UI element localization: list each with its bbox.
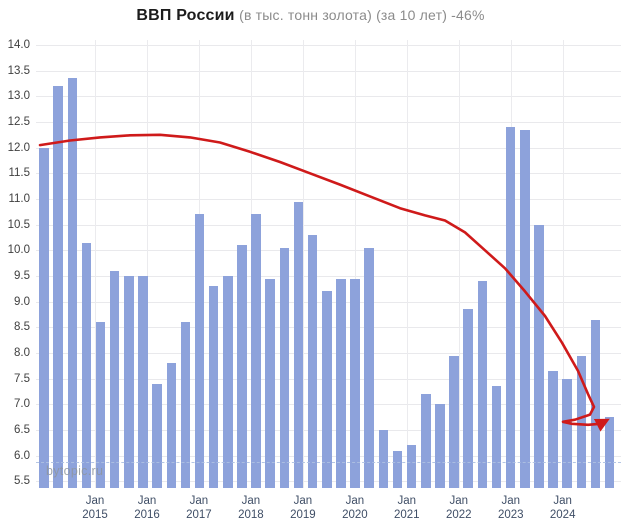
x-axis-tick-label: Jan 2015: [82, 495, 108, 521]
bar: [435, 404, 445, 488]
bar: [67, 78, 78, 488]
bar: [378, 430, 389, 488]
plot-area: bytopic.ru: [36, 40, 621, 488]
bar: [180, 322, 191, 488]
bar: [208, 286, 219, 488]
bar: [251, 214, 261, 488]
y-axis-tick-label: 11.5: [8, 167, 30, 180]
bar: [265, 278, 275, 488]
y-axis-tick-label: 11.0: [8, 193, 30, 205]
v-gridline: [562, 40, 564, 488]
x-axis-tick-label: Jan 2020: [342, 495, 368, 521]
bar: [520, 129, 530, 488]
bar: [81, 242, 92, 488]
chart-title: ВВП России (в тыс. тонн золота) (за 10 л…: [0, 7, 621, 25]
bar: [463, 309, 473, 488]
bar: [505, 127, 516, 488]
bar: [166, 363, 176, 488]
y-axis-tick-label: 12.0: [7, 141, 30, 154]
chart-title-subtitle: (в тыс. тонн золота) (за 10 лет) -46%: [239, 7, 485, 23]
y-axis-tick-label: 8.0: [14, 347, 30, 359]
bar: [576, 355, 587, 488]
h-gridline: [36, 147, 621, 149]
v-gridline: [458, 40, 460, 488]
bar: [95, 322, 106, 488]
watermark: bytopic.ru: [46, 464, 104, 478]
bar: [590, 319, 601, 488]
y-axis-tick-label: 8.5: [14, 321, 30, 334]
bar: [237, 245, 247, 488]
x-axis-tick-label: Jan 2023: [498, 495, 524, 521]
y-axis-tick-label: 6.5: [14, 424, 30, 436]
bar: [406, 445, 417, 488]
bar: [53, 86, 63, 488]
bar: [477, 281, 488, 488]
bar: [392, 450, 403, 488]
v-gridline: [302, 40, 304, 488]
y-axis-tick-label: 9.5: [14, 270, 30, 282]
bar: [364, 247, 374, 488]
bar: [534, 224, 544, 488]
v-gridline: [406, 40, 408, 488]
y-axis-tick-label: 6.0: [14, 449, 30, 462]
bar: [293, 201, 304, 488]
bar: [138, 276, 148, 488]
dashed-baseline: [36, 461, 621, 463]
chart-title-main: ВВП России: [136, 7, 235, 24]
y-axis-tick-label: 12.5: [7, 116, 30, 128]
x-axis-tick-label: Jan 2017: [186, 495, 212, 521]
bar: [336, 278, 346, 488]
bar: [279, 247, 290, 488]
bar: [604, 417, 615, 488]
y-axis-tick-label: 7.5: [14, 372, 30, 385]
v-gridline: [147, 40, 148, 488]
bar: [562, 378, 572, 488]
bar: [307, 234, 318, 488]
y-axis-tick-label: 10.5: [7, 218, 30, 231]
h-gridline: [36, 173, 621, 175]
y-axis-tick-label: 13.0: [7, 90, 30, 103]
bar: [124, 276, 134, 488]
bar: [223, 276, 233, 488]
h-gridline: [36, 122, 621, 123]
h-gridline: [36, 199, 621, 200]
x-axis-tick-label: Jan 2021: [394, 495, 420, 521]
x-axis-tick-label: Jan 2019: [290, 495, 316, 521]
bar: [152, 383, 162, 488]
v-gridline: [354, 40, 356, 488]
h-gridline: [36, 70, 621, 72]
x-axis-tick-label: Jan 2024: [549, 495, 576, 521]
h-gridline: [36, 224, 621, 226]
bar: [548, 370, 558, 488]
v-gridline: [95, 40, 96, 488]
h-gridline: [36, 250, 621, 252]
bar: [350, 278, 360, 488]
bar: [449, 355, 459, 488]
h-gridline: [36, 276, 621, 277]
y-axis-tick-label: 13.5: [7, 64, 30, 77]
bar: [39, 147, 49, 488]
h-gridline: [36, 45, 621, 46]
bar: [322, 291, 332, 488]
h-gridline: [36, 96, 621, 98]
y-axis-tick-label: 7.0: [14, 398, 30, 411]
trend-line: [38, 133, 610, 432]
bar: [109, 270, 120, 488]
y-axis-tick-label: 5.5: [14, 475, 30, 488]
x-axis-tick-label: Jan 2022: [446, 495, 472, 521]
y-axis-tick-label: 9.0: [14, 295, 30, 308]
y-axis-tick-label: 14.0: [7, 39, 30, 51]
bar: [491, 386, 502, 488]
x-axis-tick-label: Jan 2016: [134, 495, 160, 521]
bar: [194, 214, 205, 488]
x-axis-tick-label: Jan 2018: [238, 495, 264, 521]
bar: [421, 394, 431, 488]
y-axis-tick-label: 10.0: [7, 244, 30, 257]
